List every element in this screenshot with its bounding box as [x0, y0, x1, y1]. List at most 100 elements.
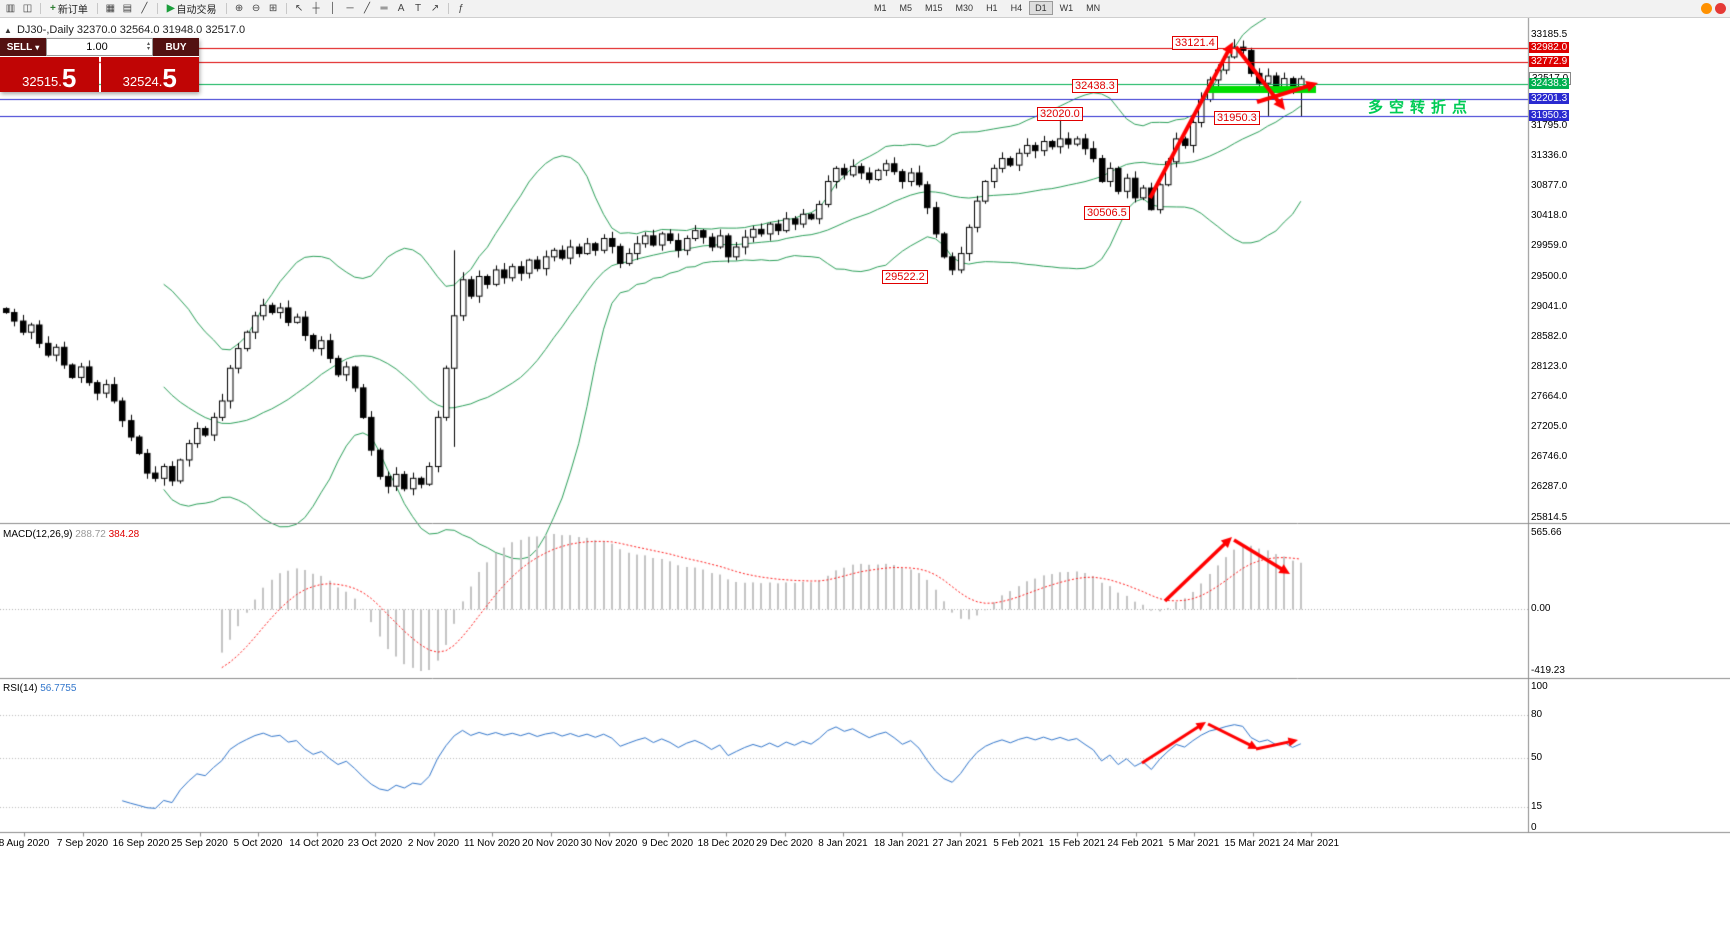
price-axis-label: 31795.0 [1531, 120, 1568, 132]
date-axis-label: 16 Sep 2020 [112, 838, 170, 849]
date-axis-label: 11 Nov 2020 [464, 838, 520, 849]
turning-point-note: 多空转折点 [1368, 99, 1474, 116]
date-axis-label: 15 Feb 2021 [1048, 838, 1106, 849]
zoom-out-icon[interactable]: ⊖ [251, 3, 261, 14]
price-axis-label: 25814.5 [1531, 512, 1568, 523]
collapse-icon[interactable]: ▲ [4, 26, 12, 35]
date-axis-label: 30 Nov 2020 [580, 838, 638, 849]
notification-dots [1701, 3, 1726, 14]
date-axis-label: 18 Jan 2021 [873, 838, 930, 849]
line-chart-icon[interactable]: ╱ [141, 3, 148, 14]
crosshair-icon[interactable]: ┼ [312, 3, 320, 14]
text-label-icon[interactable]: T [414, 3, 422, 14]
date-axis-label: 20 Nov 2020 [522, 838, 579, 849]
rsi-scale-label: 0 [1531, 822, 1537, 833]
price-axis-label: 31336.0 [1531, 150, 1568, 162]
sell-button[interactable]: SELL ▾ [0, 38, 46, 56]
arrow-tool-icon[interactable]: ↗ [430, 3, 440, 14]
date-axis-label: 24 Mar 2021 [1282, 838, 1340, 849]
macd-indicator-label: MACD(12,26,9) 288.72 384.28 [3, 529, 139, 540]
notification-dot-orange[interactable] [1701, 3, 1712, 14]
notification-dot-red[interactable] [1715, 3, 1726, 14]
date-axis-label: 14 Oct 2020 [289, 838, 344, 849]
buy-button[interactable]: BUY [153, 38, 199, 56]
date-axis-label: 24 Feb 2021 [1107, 838, 1164, 849]
rsi-indicator-label: RSI(14) 56.7755 [3, 683, 76, 694]
zoom-in-icon[interactable]: ⊕ [234, 3, 244, 14]
date-axis-label: 9 Dec 2020 [641, 838, 694, 849]
date-axis-label: 27 Jan 2021 [932, 838, 988, 849]
price-annotation: 31950.3 [1214, 111, 1260, 125]
date-axis-label: 25 Sep 2020 [171, 838, 228, 849]
price-axis-label: 30877.0 [1531, 180, 1568, 192]
price-level-badge: 32201.3 [1529, 93, 1570, 105]
spinner-down-icon[interactable]: ▾ [146, 46, 150, 52]
text-tool-icon[interactable]: A [397, 3, 405, 14]
trade-panel-prices: 32515. 5 32524. 5 [0, 57, 199, 92]
price-annotation: 30506.5 [1084, 206, 1130, 220]
timeframe-h1[interactable]: H1 [986, 3, 998, 13]
vertical-line-icon[interactable]: │ [329, 3, 337, 14]
date-axis-label: 5 Mar 2021 [1168, 838, 1220, 849]
buy-button-label: BUY [165, 41, 187, 53]
trendline-icon[interactable]: ╱ [364, 3, 371, 14]
timeframe-d1[interactable]: D1 [1029, 1, 1053, 15]
sell-price-main: 32515. [22, 73, 62, 89]
chart-profiles-icon[interactable]: ◫ [22, 3, 33, 14]
indicators-icon[interactable]: ƒ [458, 3, 464, 14]
buy-price-big-digit: 5 [162, 63, 177, 94]
timeframe-m15[interactable]: M15 [925, 3, 943, 13]
toolbar: ▥ ◫ + 新订单 ▦ ▤ ╱ ▶ 自动交易 ⊕ ⊖ ⊞ ↖ ┼ │ ─ ╱ ═ A T ↗ ƒ M1 M5 M15 M30 H1… [0, 0, 1730, 18]
price-axis-label: 29500.0 [1531, 270, 1568, 282]
timeframe-m5[interactable]: M5 [899, 3, 913, 13]
timeframe-w1[interactable]: W1 [1059, 3, 1074, 13]
timeframe-group: M1 M5 M15 M30 H1 H4 D1 W1 MN [868, 1, 1106, 15]
spinner-up-icon[interactable]: ▴ [146, 41, 150, 47]
price-annotation: 29522.2 [882, 270, 928, 284]
macd-name: MACD(12,26,9) [3, 529, 73, 540]
lot-spinner[interactable]: ▴ ▾ [146, 41, 152, 52]
new-order-button-icon: + [50, 3, 56, 14]
cursor-icon[interactable]: ↖ [294, 3, 304, 14]
horizontal-line-icon[interactable]: ─ [346, 3, 354, 14]
timeframe-m30[interactable]: M30 [955, 3, 974, 13]
auto-trading-button[interactable]: ▶ 自动交易 [163, 2, 221, 16]
date-axis-label: 8 Jan 2021 [818, 838, 868, 849]
price-level-badge: 31950.3 [1529, 109, 1570, 121]
timeframe-h4[interactable]: H4 [1010, 3, 1023, 13]
price-axis-label: 30418.0 [1531, 210, 1568, 222]
new-order-button[interactable]: + 新订单 [46, 2, 92, 16]
date-axis-label: 23 Oct 2020 [347, 838, 403, 849]
lot-size-value[interactable]: 1.00 [86, 41, 108, 53]
lot-size-field[interactable]: 1.00 ▴ ▾ [46, 38, 153, 56]
sell-price-button[interactable]: 32515. 5 [0, 57, 99, 92]
symbol-ohlc-text: DJ30-,Daily 32370.0 32564.0 31948.0 3251… [16, 24, 246, 36]
rsi-scale-label: 80 [1531, 709, 1543, 721]
sell-price-big-digit: 5 [61, 63, 77, 94]
sell-dropdown-icon[interactable]: ▾ [35, 42, 40, 52]
rsi-name: RSI(14) [3, 683, 38, 694]
price-axis-label: 27205.0 [1531, 420, 1568, 432]
equidistant-channel-icon[interactable]: ═ [380, 3, 388, 14]
bar-chart-icon[interactable]: ▦ [105, 3, 116, 14]
price-annotation: 32438.3 [1072, 79, 1118, 93]
timeframe-mn[interactable]: MN [1086, 3, 1101, 13]
date-axis-label: 2 Nov 2020 [407, 838, 460, 849]
price-axis-label: 26287.0 [1531, 481, 1568, 493]
buy-price-button[interactable]: 32524. 5 [100, 57, 199, 94]
toolbar-separator [96, 3, 98, 14]
buy-price-main: 32524. [122, 73, 163, 89]
date-axis-label: 29 Dec 2020 [756, 838, 813, 849]
toolbar-separator [225, 3, 227, 14]
new-chart-icon[interactable]: ▥ [5, 3, 16, 14]
price-axis-label: 33185.5 [1531, 29, 1568, 40]
date-axis-label: 8 Aug 2020 [0, 838, 50, 849]
candlestick-chart-icon[interactable]: ▤ [122, 3, 133, 14]
timeframe-m1[interactable]: M1 [874, 3, 887, 13]
tile-windows-icon[interactable]: ⊞ [268, 3, 278, 14]
price-axis-label: 28123.0 [1531, 360, 1568, 372]
rsi-scale-label: 15 [1531, 800, 1543, 812]
date-axis-label: 7 Sep 2020 [56, 838, 109, 849]
price-level-badge: 32438.3 [1529, 77, 1570, 89]
